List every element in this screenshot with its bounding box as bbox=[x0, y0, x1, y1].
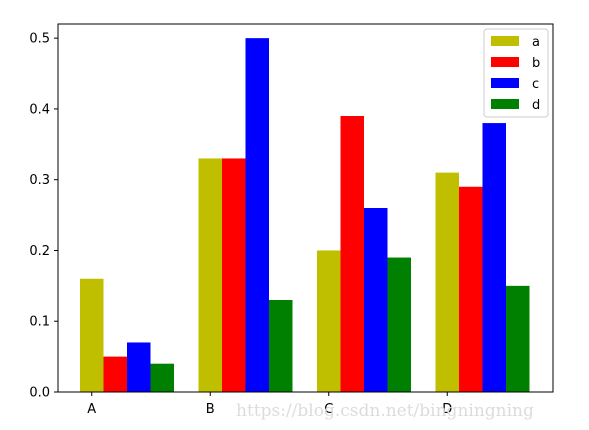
legend-box bbox=[483, 28, 549, 118]
y-axis: 0.0 0.1 0.2 0.3 0.4 0.5 bbox=[29, 32, 58, 401]
bar-b-B bbox=[222, 158, 246, 392]
watermark-text: https://blog.csdn.net/bingningning bbox=[236, 401, 534, 421]
x-tick-label: C bbox=[324, 402, 333, 417]
bar-c-C bbox=[364, 208, 388, 392]
plot-area-frame bbox=[57, 23, 554, 393]
legend-label-b: b bbox=[532, 56, 540, 71]
bar-a-C bbox=[317, 250, 341, 392]
x-tick-label: A bbox=[87, 402, 96, 417]
legend-label-d: d bbox=[532, 98, 540, 113]
bar-a-A bbox=[80, 278, 104, 392]
y-tick-label: 0.2 bbox=[29, 244, 50, 259]
legend-label-a: a bbox=[532, 35, 540, 50]
legend-swatch-d bbox=[491, 99, 519, 109]
x-tick-label: B bbox=[206, 402, 215, 417]
bar-c-B bbox=[245, 38, 269, 393]
bar-b-D bbox=[459, 186, 483, 392]
legend-swatch-c bbox=[491, 78, 519, 88]
legend-swatch-a bbox=[491, 36, 519, 46]
bars-layer bbox=[80, 38, 530, 393]
y-tick-label: 0.1 bbox=[29, 315, 50, 330]
bar-b-C bbox=[340, 116, 364, 392]
y-tick-label: 0.4 bbox=[29, 102, 50, 117]
bar-d-D bbox=[506, 285, 530, 392]
bar-c-A bbox=[127, 342, 151, 392]
legend-label-c: c bbox=[532, 77, 539, 92]
y-tick-label: 0.3 bbox=[29, 173, 50, 188]
y-tick-label: 0.5 bbox=[29, 32, 50, 47]
bar-b-A bbox=[103, 356, 127, 392]
x-tick-label: D bbox=[442, 402, 452, 417]
bar-d-A bbox=[150, 363, 174, 392]
bar-d-C bbox=[387, 257, 411, 392]
bar-a-B bbox=[198, 158, 222, 392]
y-tick-label: 0.0 bbox=[29, 386, 50, 401]
x-axis: A B C D bbox=[87, 392, 452, 417]
bar-d-B bbox=[269, 300, 293, 392]
bar-c-D bbox=[482, 123, 506, 393]
legend-swatch-b bbox=[491, 57, 519, 67]
bar-a-D bbox=[435, 172, 459, 392]
